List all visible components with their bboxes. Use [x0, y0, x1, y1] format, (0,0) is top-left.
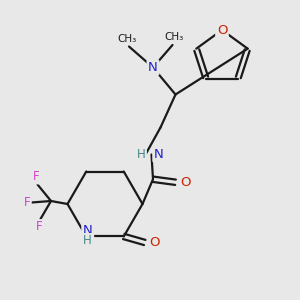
Text: H: H: [83, 235, 92, 248]
Text: F: F: [36, 220, 42, 233]
Text: O: O: [217, 23, 227, 37]
Text: O: O: [149, 236, 160, 249]
Text: CH₃: CH₃: [118, 34, 137, 44]
Text: N: N: [154, 148, 164, 161]
Text: F: F: [24, 196, 30, 209]
Text: CH₃: CH₃: [164, 32, 184, 42]
Text: N: N: [83, 224, 93, 237]
Text: H: H: [137, 148, 146, 161]
Text: O: O: [180, 176, 190, 189]
Text: N: N: [148, 61, 158, 74]
Text: F: F: [33, 170, 39, 183]
